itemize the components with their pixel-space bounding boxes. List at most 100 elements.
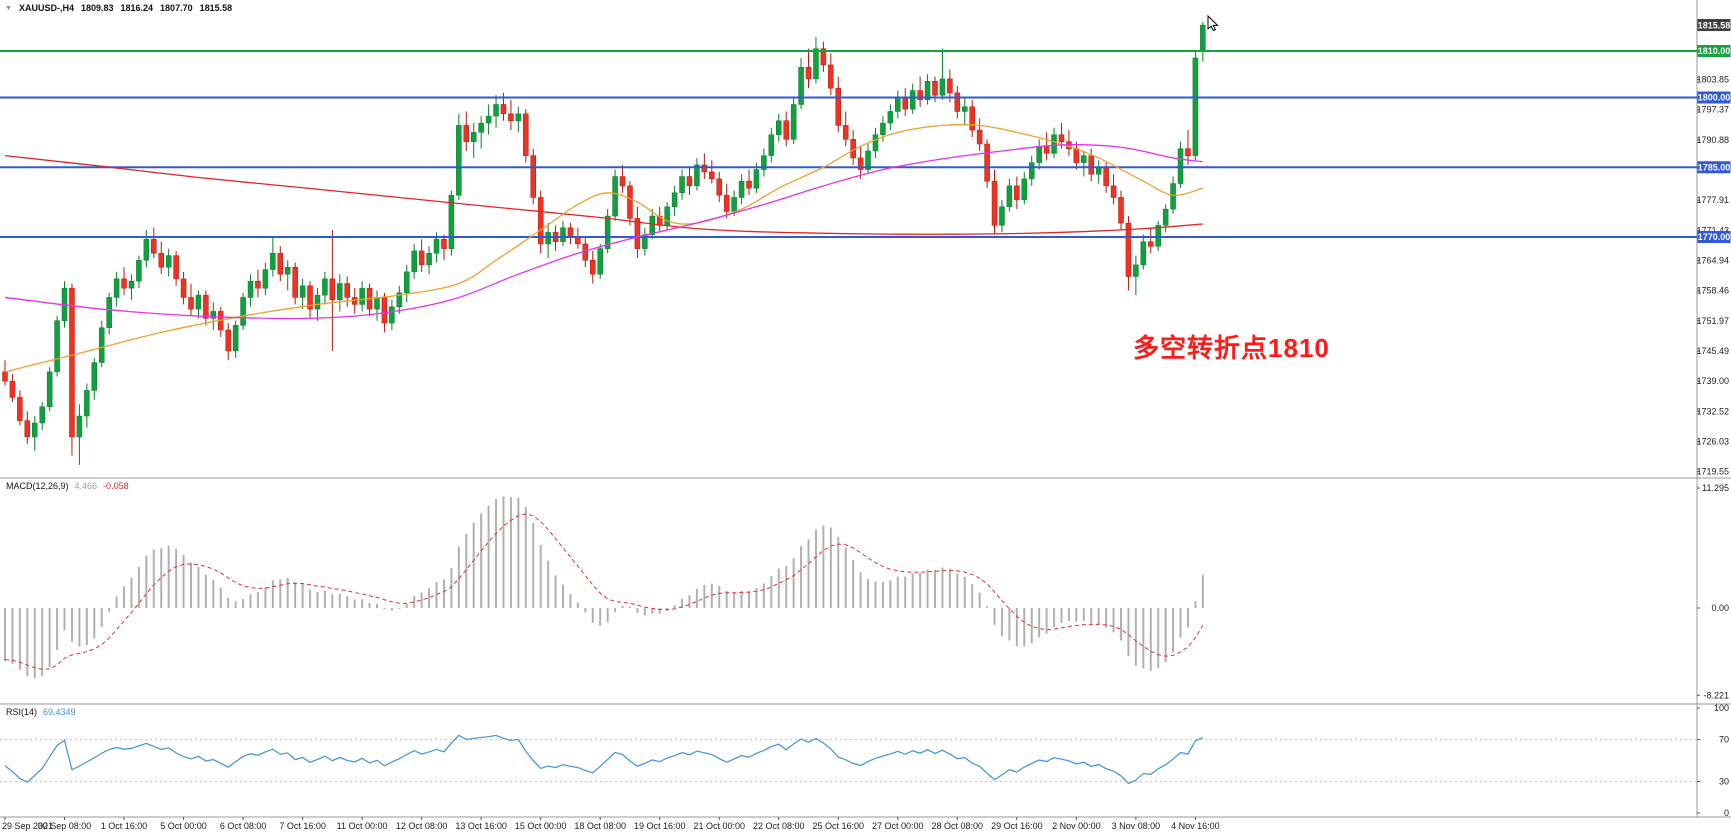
time-label: 12 Oct 08:00 xyxy=(396,821,448,831)
candle-body xyxy=(158,253,164,268)
candle-body xyxy=(32,422,38,438)
candle-body xyxy=(299,285,306,298)
candle-body xyxy=(567,227,574,238)
candle-body xyxy=(679,176,685,194)
candle-body xyxy=(396,292,403,307)
candle-body xyxy=(195,294,202,310)
candle-body xyxy=(604,215,611,249)
candle-body xyxy=(828,64,834,89)
panel-separators xyxy=(0,0,1731,818)
candle-body xyxy=(485,115,492,124)
candle-body xyxy=(1148,241,1154,247)
macd-signal-line xyxy=(4,513,1204,670)
candle-body xyxy=(128,280,135,289)
candle-body xyxy=(909,90,916,110)
price-tick-label: 1751.97 xyxy=(1696,316,1729,326)
candle-body xyxy=(523,113,529,156)
candle-body xyxy=(783,120,789,140)
macd-signal-value: -0.058 xyxy=(103,481,129,491)
candle-body xyxy=(746,180,752,189)
time-label: 13 Oct 16:00 xyxy=(455,821,507,831)
candle-body xyxy=(173,255,179,280)
candle-body xyxy=(634,218,641,249)
candle-body xyxy=(857,157,864,170)
candle-body xyxy=(820,48,827,66)
candle-body xyxy=(932,80,938,96)
candle-body xyxy=(880,122,886,135)
candle-body xyxy=(1095,167,1102,175)
candle-body xyxy=(976,129,983,145)
rsi-axis-label: 100 xyxy=(1714,703,1729,713)
time-label: 11 Oct 00:00 xyxy=(337,821,388,831)
candle-body xyxy=(999,206,1005,226)
candle-body xyxy=(203,294,209,319)
price-marker-1810.00: 1810.00 xyxy=(1697,45,1731,57)
candle-body xyxy=(723,194,730,212)
candle-body xyxy=(515,113,522,122)
candle-body xyxy=(1014,185,1020,201)
candle-body xyxy=(969,106,975,131)
candle-body xyxy=(939,78,946,96)
rsi-axis-label: 70 xyxy=(1719,735,1729,745)
candle-body xyxy=(924,80,931,101)
candle-body xyxy=(113,278,120,298)
candle-body xyxy=(322,278,328,296)
candle-body xyxy=(671,192,678,208)
candle-body xyxy=(165,255,172,268)
candle-body xyxy=(686,176,693,187)
candle-body xyxy=(76,415,83,438)
macd-histogram xyxy=(4,496,1204,679)
time-label: 25 Oct 16:00 xyxy=(813,821,865,831)
candle-body xyxy=(500,104,507,115)
candle-body xyxy=(329,278,336,301)
price-tick-label: 1790.88 xyxy=(1696,135,1729,145)
candle-body xyxy=(1043,146,1050,154)
low-value: 1807.70 xyxy=(160,3,193,13)
candle-body xyxy=(188,297,194,310)
candle-body xyxy=(805,67,812,80)
time-label: 1 Oct 16:00 xyxy=(101,821,148,831)
macd-axis-label: 0.00 xyxy=(1711,603,1729,613)
candle-body xyxy=(649,215,656,235)
candle-body xyxy=(389,306,395,324)
candle-body xyxy=(1118,197,1124,224)
annotation-text[interactable]: 多空转折点1810 xyxy=(1133,333,1330,363)
candle-body xyxy=(478,122,484,133)
price-tick-label: 1777.91 xyxy=(1696,195,1729,205)
candle-body xyxy=(1110,185,1117,198)
candle-body xyxy=(17,397,23,421)
candle-body xyxy=(716,178,722,196)
time-label: 15 Oct 00:00 xyxy=(515,821,567,831)
price-tick-label: 1771.43 xyxy=(1696,225,1729,235)
close-value: 1815.58 xyxy=(199,3,233,13)
price-marker-1815.58: 1815.58 xyxy=(1697,19,1731,32)
candle-body xyxy=(865,150,871,170)
candle-body xyxy=(597,248,603,275)
high-value: 1816.24 xyxy=(120,3,154,13)
candle-body xyxy=(1006,185,1013,208)
candle-body xyxy=(1140,241,1147,266)
candle-body xyxy=(46,371,53,407)
candle-body xyxy=(210,311,217,319)
time-label: 21 Oct 00:00 xyxy=(693,821,745,831)
candle-body xyxy=(790,104,797,140)
candlestick-series xyxy=(2,21,1206,465)
candle-body xyxy=(240,297,246,326)
price-axis-markers: 1810.00 1800.00 1785.00 1770.00 1815.58 xyxy=(1697,19,1731,243)
candle-body xyxy=(1185,148,1191,156)
candle-body xyxy=(954,92,961,112)
collapse-arrow-icon[interactable]: ▼ xyxy=(5,4,12,12)
candle-body xyxy=(753,169,760,189)
candle-body xyxy=(433,239,440,254)
rsi-header: RSI(14) 69.4349 xyxy=(6,707,76,717)
price-axis: 1803.851797.371790.881784.401777.911771.… xyxy=(1696,75,1729,477)
rsi-panel: 100 70 30 0 xyxy=(0,703,1729,818)
candle-body xyxy=(232,325,239,352)
svg-text:1785.00: 1785.00 xyxy=(1698,162,1731,172)
rsi-value: 69.4349 xyxy=(43,707,76,717)
time-label: 5 Oct 00:00 xyxy=(160,821,207,831)
price-tick-label: 1726.03 xyxy=(1696,436,1729,446)
candle-body xyxy=(1036,146,1042,163)
